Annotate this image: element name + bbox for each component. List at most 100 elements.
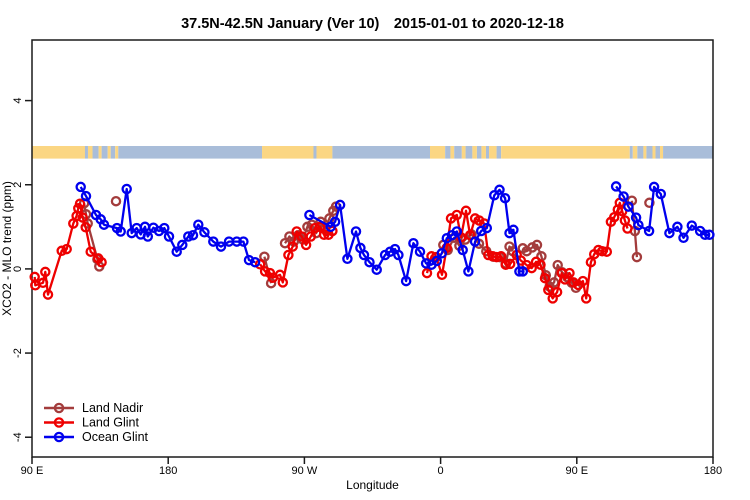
- y-axis-label: XCO2 - MLO trend (ppm): [0, 181, 14, 316]
- map-band-segment-ocean: [118, 146, 263, 159]
- data-point-land-glint: [622, 223, 633, 234]
- data-point-ocean-glint: [329, 216, 341, 228]
- map-band-segment-ocean: [655, 146, 660, 159]
- data-point-land-glint: [601, 246, 613, 257]
- data-point-land-glint: [80, 222, 91, 233]
- data-point-ocean-glint: [183, 231, 194, 242]
- data-point-land-nadir: [265, 277, 277, 289]
- data-point-ocean-glint: [414, 246, 426, 257]
- data-point-ocean-glint: [121, 183, 132, 195]
- data-point-land-glint: [551, 286, 563, 298]
- data-point-land-glint: [564, 267, 575, 279]
- x-tick-label: 90 E: [21, 465, 44, 477]
- data-point-ocean-glint: [451, 226, 463, 237]
- data-point-ocean-glint: [208, 236, 219, 247]
- data-point-ocean-glint: [408, 237, 419, 249]
- data-point-land-glint: [318, 229, 330, 241]
- map-band-segment-ocean: [663, 146, 713, 159]
- y-tick-label: -4: [12, 432, 24, 442]
- y-tick-label: 0: [12, 266, 24, 272]
- map-band-segment-land: [87, 146, 93, 159]
- y-tick-label: 4: [12, 98, 24, 104]
- map-band-segment-ocean: [332, 146, 430, 159]
- map-band-segment-ocean: [454, 146, 462, 159]
- x-tick-label: 90 E: [565, 465, 588, 477]
- data-point-land-glint: [40, 266, 51, 278]
- map-band-segment-land: [643, 146, 647, 159]
- map-band-segment-land: [472, 146, 477, 159]
- map-band-segment-land: [501, 146, 630, 159]
- map-band-segment-land: [115, 146, 119, 159]
- data-point-land-nadir: [259, 251, 270, 262]
- data-point-ocean-glint: [177, 239, 188, 251]
- data-point-ocean-glint: [686, 220, 698, 231]
- data-point-ocean-glint: [249, 256, 261, 268]
- map-band-segment-land: [660, 146, 664, 159]
- data-point-ocean-glint: [610, 181, 622, 192]
- series-line-land-nadir: [630, 200, 639, 258]
- data-point-land-glint: [61, 243, 72, 255]
- data-point-ocean-glint: [508, 224, 519, 236]
- data-point-ocean-glint: [231, 236, 243, 247]
- data-point-land-glint: [491, 251, 502, 263]
- map-band-segment-land: [481, 146, 486, 159]
- data-point-land-glint: [259, 266, 271, 277]
- map-band-segment-land: [652, 146, 656, 159]
- data-point-ocean-glint: [469, 236, 481, 247]
- map-band-segment-ocean: [637, 146, 644, 159]
- data-point-land-glint: [305, 231, 317, 242]
- data-point-ocean-glint: [358, 249, 370, 261]
- map-band-segment-ocean: [92, 146, 99, 159]
- data-point-ocean-glint: [199, 227, 210, 238]
- chart-title: 37.5N-42.5N January (Ver 10) 2015-01-01 …: [181, 16, 564, 32]
- map-band-segment-land: [262, 146, 314, 159]
- series-line-ocean-glint: [79, 186, 256, 264]
- data-point-land-glint: [596, 245, 608, 257]
- data-point-land-glint: [309, 222, 321, 234]
- data-point-land-glint: [460, 205, 472, 217]
- data-point-ocean-glint: [431, 255, 443, 267]
- legend-marker-ocean-glint: [53, 431, 65, 443]
- data-point-ocean-glint: [664, 227, 675, 239]
- data-point-land-glint: [300, 239, 312, 251]
- data-point-ocean-glint: [655, 188, 667, 200]
- data-point-land-nadir: [548, 277, 560, 288]
- legend-marker-land-glint: [53, 417, 65, 428]
- data-point-land-glint: [464, 229, 476, 241]
- data-point-land-nadir: [531, 239, 543, 251]
- data-point-ocean-glint: [517, 266, 529, 277]
- data-point-ocean-glint: [371, 264, 382, 275]
- data-point-land-glint: [495, 251, 507, 262]
- data-point-ocean-glint: [514, 266, 525, 277]
- data-point-ocean-glint: [159, 222, 170, 234]
- data-point-ocean-glint: [648, 181, 660, 193]
- data-point-ocean-glint: [115, 226, 126, 237]
- data-point-ocean-glint: [436, 248, 448, 259]
- plot-frame: [31, 39, 714, 458]
- map-band-segment-land: [98, 146, 102, 159]
- map-band-segment-ocean: [445, 146, 451, 159]
- data-point-land-glint: [74, 198, 86, 209]
- data-point-ocean-glint: [494, 184, 505, 196]
- map-band-segment-ocean: [313, 146, 317, 159]
- data-point-land-glint: [421, 267, 433, 279]
- data-point-land-nadir: [552, 259, 563, 271]
- data-point-ocean-glint: [704, 229, 715, 241]
- x-axis-label: Longitude: [346, 478, 399, 492]
- data-point-land-glint: [580, 293, 592, 304]
- x-tick-label: 90 W: [292, 465, 318, 477]
- data-point-land-glint: [436, 269, 448, 281]
- data-point-ocean-glint: [304, 209, 315, 221]
- data-point-land-glint: [85, 246, 96, 257]
- data-point-ocean-glint: [75, 181, 86, 193]
- map-band-segment-land: [32, 146, 85, 159]
- data-point-ocean-glint: [499, 192, 511, 204]
- map-band-segment-land: [107, 146, 111, 159]
- data-point-ocean-glint: [80, 190, 92, 202]
- data-point-land-glint: [451, 209, 463, 221]
- data-point-ocean-glint: [193, 219, 204, 230]
- legend-item-land-nadir: Land Nadir: [82, 401, 143, 415]
- data-point-land-glint: [37, 277, 49, 289]
- data-point-ocean-glint: [98, 219, 110, 230]
